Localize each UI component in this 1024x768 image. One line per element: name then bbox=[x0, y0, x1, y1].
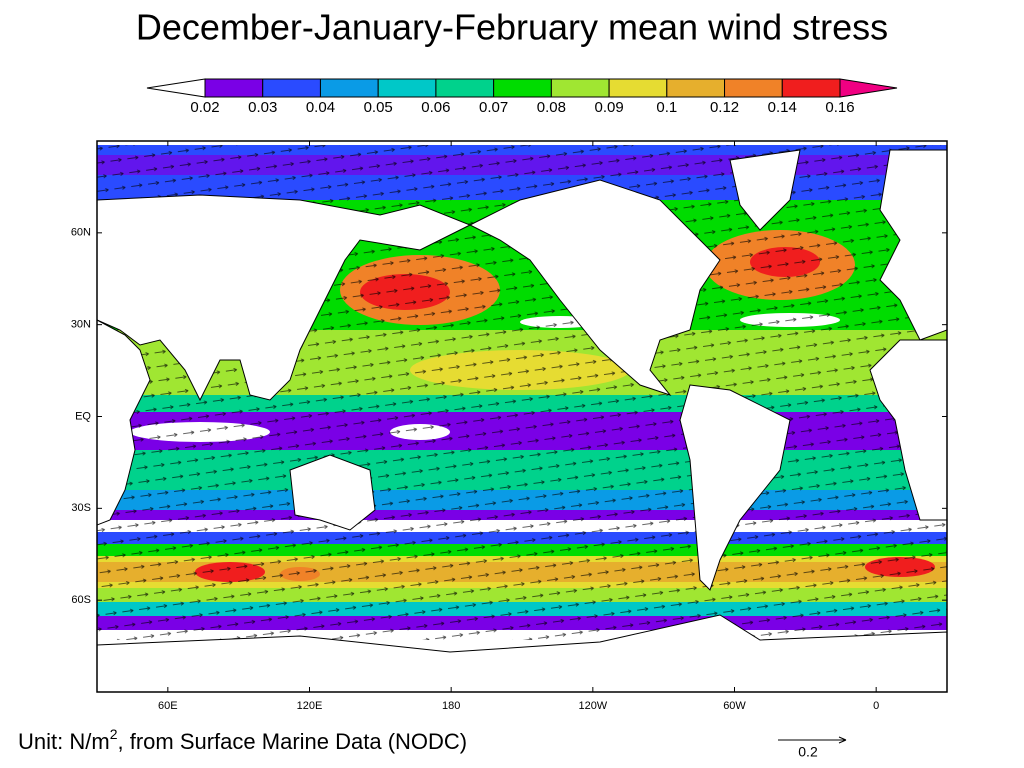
footnote: Unit: N/m2, from Surface Marine Data (NO… bbox=[18, 726, 467, 754]
lon-tick-label: 180 bbox=[442, 700, 460, 712]
footnote-unit: Unit: N/m bbox=[18, 729, 110, 754]
colorbar-box bbox=[377, 78, 437, 98]
colorbar-label: 0.08 bbox=[537, 99, 566, 116]
lon-tick-label: 120W bbox=[578, 700, 607, 712]
colorbar-label: 0.16 bbox=[825, 99, 854, 116]
lon-tick-label: 0 bbox=[873, 700, 879, 712]
colorbar: 0.02 0.03 0.04 0.05 0.06 0.07 0.08 0.09 0.1 0.12 0… bbox=[146, 78, 898, 116]
lat-tick-label: 60S bbox=[71, 594, 91, 606]
map bbox=[97, 141, 947, 692]
colorbar-box bbox=[550, 78, 610, 98]
colorbar-label: 0.06 bbox=[421, 99, 450, 116]
lon-tick-label: 60W bbox=[723, 700, 746, 712]
map-axes: 60N 30N EQ 30S 60S 60E 120E 180 120W 60W 0 bbox=[71, 141, 947, 712]
lat-tick-label: 30N bbox=[71, 319, 91, 331]
colorbar-box bbox=[666, 78, 726, 98]
colorbar-label: 0.03 bbox=[248, 99, 277, 116]
colorbar-box bbox=[608, 78, 668, 98]
colorbar-label: 0.05 bbox=[364, 99, 393, 116]
colorbar-box bbox=[724, 78, 783, 98]
colorbar-label: 0.09 bbox=[594, 99, 623, 116]
lat-tick-label: 30S bbox=[71, 502, 91, 514]
colorbar-label: 0.14 bbox=[768, 99, 797, 116]
colorbar-over bbox=[839, 78, 898, 98]
footnote-source: , from Surface Marine Data (NODC) bbox=[117, 729, 467, 754]
colorbar-box bbox=[435, 78, 495, 98]
colorbar-label: 0.1 bbox=[656, 99, 677, 116]
colorbar-box bbox=[204, 78, 264, 98]
colorbar-label: 0.12 bbox=[710, 99, 739, 116]
footnote-superscript: 2 bbox=[110, 726, 118, 742]
colorbar-box bbox=[262, 78, 321, 98]
colorbar-box bbox=[493, 78, 552, 98]
lat-tick-label: 60N bbox=[71, 227, 91, 239]
colorbar-box bbox=[781, 78, 841, 98]
lon-tick-label: 120E bbox=[297, 700, 323, 712]
reference-label: 0.2 bbox=[798, 744, 818, 760]
colorbar-box bbox=[319, 78, 379, 98]
colorbar-label: 0.04 bbox=[306, 99, 335, 116]
reference-vector: 0.2 bbox=[778, 736, 847, 760]
colorbar-label: 0.07 bbox=[479, 99, 508, 116]
title: December-January-February mean wind stre… bbox=[136, 7, 888, 48]
lat-tick-label: EQ bbox=[75, 410, 91, 422]
colorbar-label: 0.02 bbox=[190, 99, 219, 116]
reference-arrowhead bbox=[838, 736, 847, 744]
colorbar-under bbox=[146, 78, 206, 98]
lon-tick-label: 60E bbox=[158, 700, 178, 712]
